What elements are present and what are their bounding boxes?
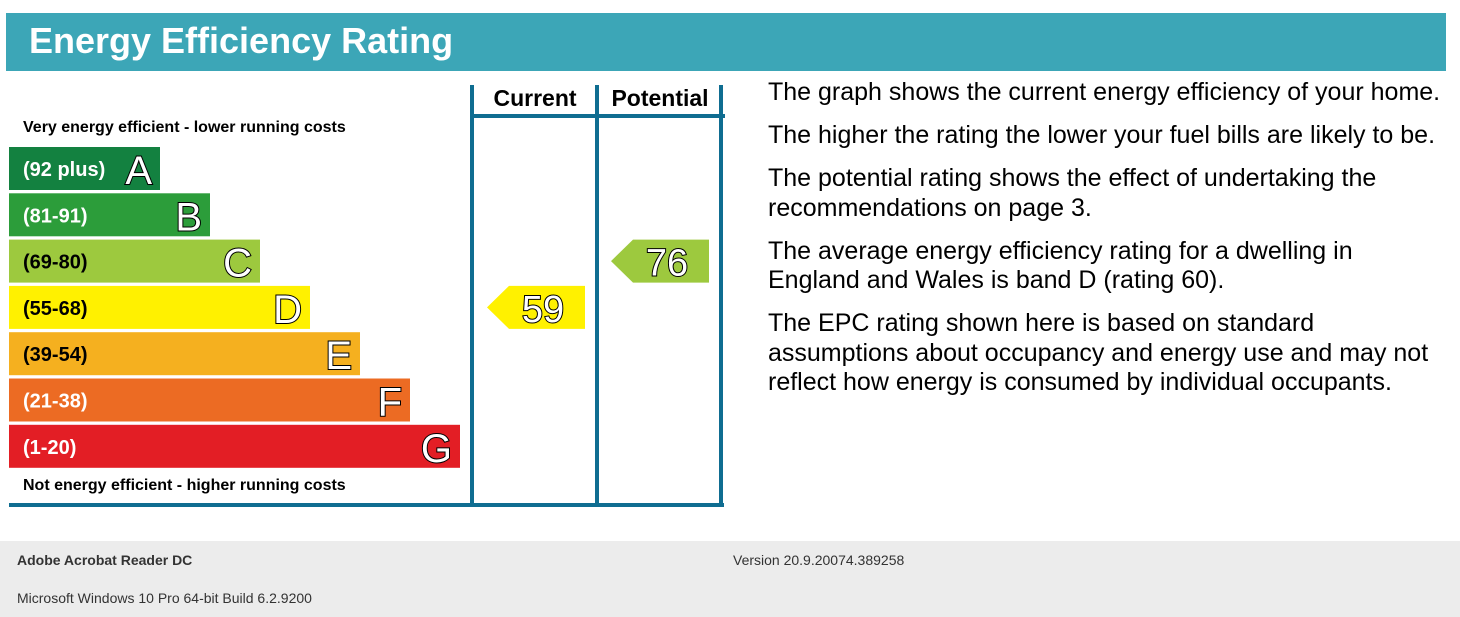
rating-value-potential: 76 [646,243,688,285]
app-name: Adobe Acrobat Reader DC [17,552,193,568]
band-range-label: (1-20) [23,437,76,459]
band-range-label: (69-80) [23,252,87,274]
rating-arrow-current [487,285,585,329]
page-title: Energy Efficiency Rating [29,20,454,61]
band-letter-c: C [223,242,252,286]
column-divider [595,85,599,505]
band-letter-d: D [273,288,302,332]
chart-bottom-rule [9,503,724,507]
rating-arrow-potential [611,239,709,283]
epc-rating-chart: Very energy efficient - lower running co… [9,85,725,505]
description-paragraph: The graph shows the current energy effic… [768,78,1441,106]
band-range-label: (92 plus) [23,159,105,181]
app-version: Version 20.9.20074.389258 [733,552,905,568]
top-efficiency-label: Very energy efficient - lower running co… [23,119,346,136]
column-divider [470,85,474,505]
description-paragraph: The EPC rating shown here is based on st… [768,309,1429,396]
band-bar-a [9,147,160,190]
band-bar-g [9,424,460,468]
column-divider [719,85,723,505]
band-bar-c [9,239,260,283]
band-letter-g: G [421,427,452,471]
band-bar-b [9,193,210,237]
band-bar-e [9,332,360,376]
header-bar: Energy Efficiency Rating [6,13,1446,71]
band-range-label: (81-91) [23,205,87,227]
description-paragraph: The average energy efficiency rating for… [768,236,1353,295]
description-paragraph: The potential rating shows the effect of… [768,164,1377,222]
footer-bar: Adobe Acrobat Reader DC Version 20.9.200… [0,541,1460,617]
band-range-label: (21-38) [23,391,87,413]
rating-value-current: 59 [522,289,564,331]
band-bar-f [9,378,410,422]
band-letter-e: E [325,334,352,378]
column-header-current: Current [493,85,576,111]
band-range-label: (55-68) [23,298,87,320]
band-letter-f: F [378,381,402,425]
band-range-label: (39-54) [23,344,87,366]
description-panel: The graph shows the current energy effic… [768,78,1448,411]
column-header-rule [470,114,725,118]
os-info: Microsoft Windows 10 Pro 64-bit Build 6.… [17,590,312,606]
column-header-potential: Potential [611,85,708,111]
description-paragraph: The higher the rating the lower your fue… [768,121,1436,149]
bottom-efficiency-label: Not energy efficient - higher running co… [23,477,346,494]
band-letter-a: A [125,149,152,193]
band-bar-d [9,285,310,329]
band-letter-b: B [175,195,202,239]
